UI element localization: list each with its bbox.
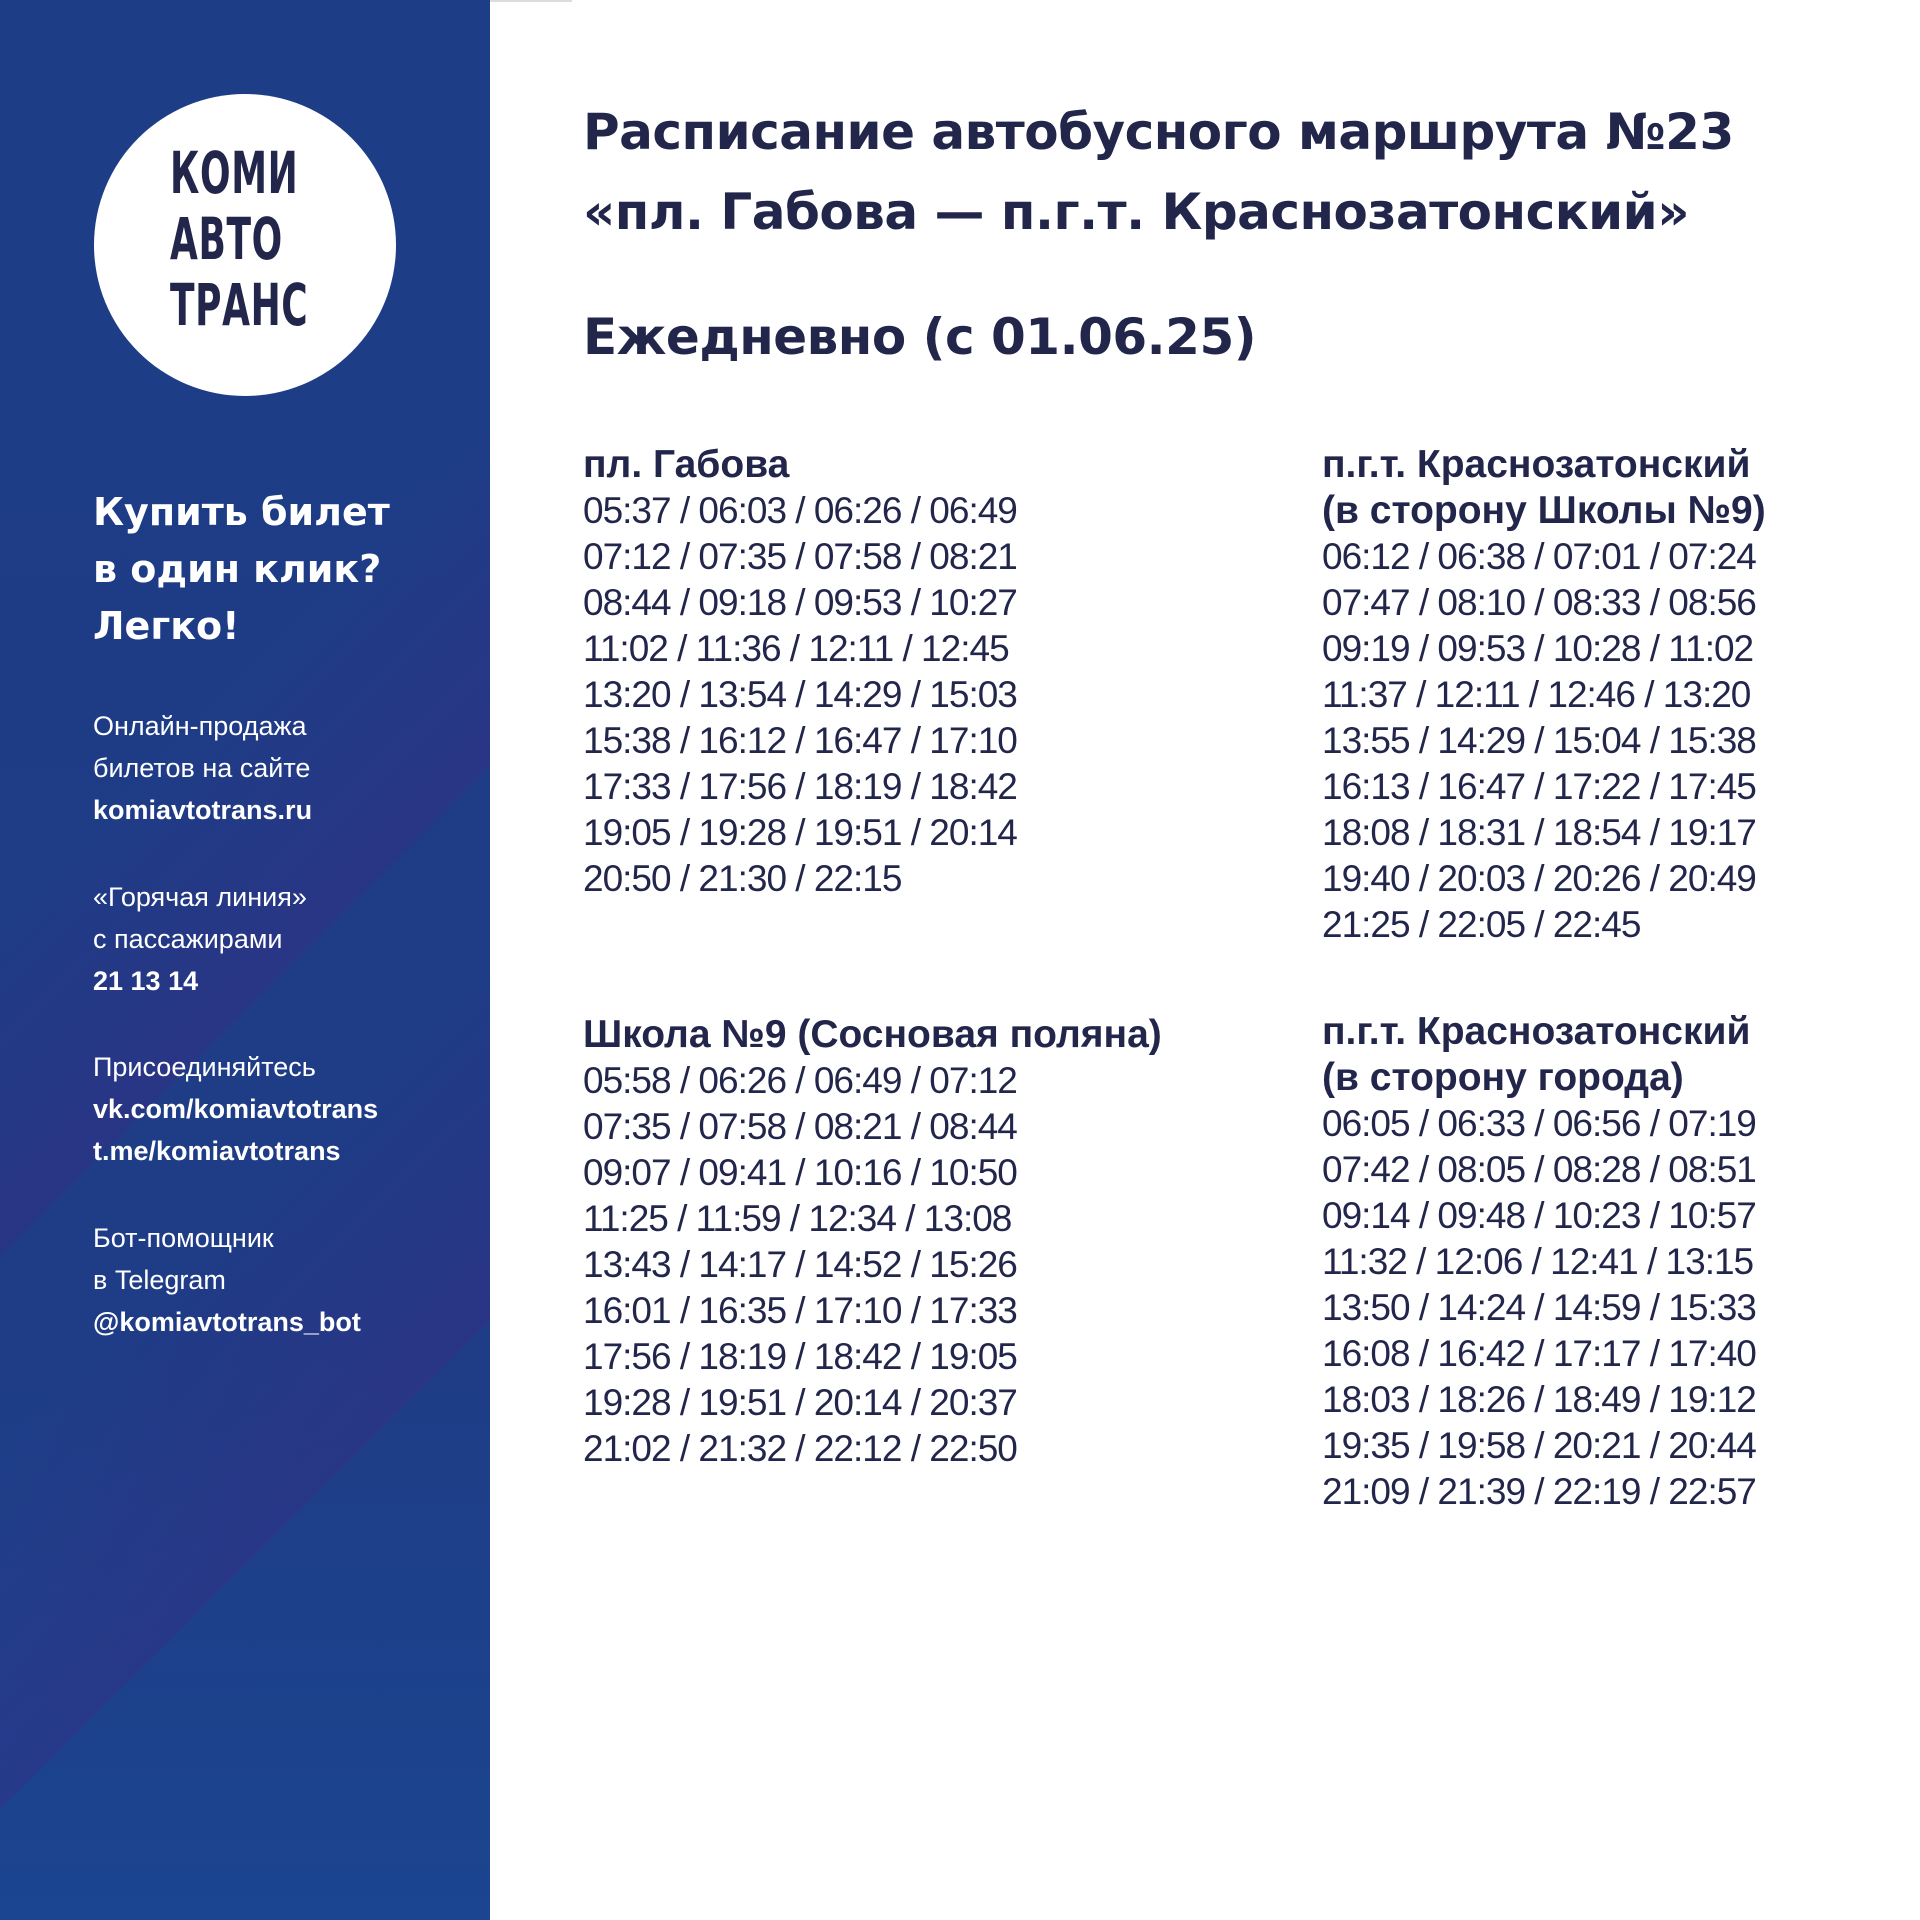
online-line1: Онлайн-продажа [93, 711, 307, 741]
departure-times-row: 13:50 / 14:24 / 14:59 / 15:33 [1322, 1287, 1757, 1328]
social-line1: Присоединяйтесь [93, 1052, 316, 1082]
departure-times-row: 18:08 / 18:31 / 18:54 / 19:17 [1322, 812, 1757, 853]
schedule-gabova: пл. Габова 05:37 / 06:03 / 06:26 / 06:49… [583, 442, 1018, 902]
departure-times-row: 21:02 / 21:32 / 22:12 / 22:50 [583, 1428, 1018, 1469]
departure-times-row: 07:47 / 08:10 / 08:33 / 08:56 [1322, 582, 1757, 623]
schedule-validity: Ежедневно (с 01.06.25) [583, 308, 1257, 366]
departure-times-row: 13:55 / 14:29 / 15:04 / 15:38 [1322, 720, 1757, 761]
departure-times-row: 11:02 / 11:36 / 12:11 / 12:45 [583, 628, 1010, 669]
bot-line2: в Telegram [93, 1265, 226, 1295]
departure-times-row: 19:28 / 19:51 / 20:14 / 20:37 [583, 1382, 1018, 1423]
bot-handle-link[interactable]: @komiavtotrans_bot [93, 1307, 361, 1337]
hotline-line1: «Горячая линия» [93, 882, 307, 912]
departure-times-row: 11:37 / 12:11 / 12:46 / 13:20 [1322, 674, 1751, 715]
logo-line: ТРАНС [170, 271, 309, 339]
online-line2: билетов на сайте [93, 753, 311, 783]
hotline-line2: с пассажирами [93, 924, 283, 954]
bot-info: Бот-помощник в Telegram @komiavtotrans_b… [93, 1217, 361, 1343]
departure-times-row: 17:33 / 17:56 / 18:19 / 18:42 [583, 766, 1018, 807]
departure-times-row: 18:03 / 18:26 / 18:49 / 19:12 [1322, 1379, 1757, 1420]
hotline-phone[interactable]: 21 13 14 [93, 966, 199, 996]
stop-heading: п.г.т. Краснозатонский [1322, 443, 1751, 486]
promo-heading: Купить билет в один клик? Легко! [93, 490, 390, 648]
vk-link[interactable]: vk.com/komiavtotrans [93, 1094, 379, 1124]
departure-times-row: 17:56 / 18:19 / 18:42 / 19:05 [583, 1336, 1018, 1377]
telegram-link[interactable]: t.me/komiavtotrans [93, 1136, 341, 1166]
departure-times-row: 05:37 / 06:03 / 06:26 / 06:49 [583, 490, 1018, 531]
departure-times-row: 11:32 / 12:06 / 12:41 / 13:15 [1322, 1241, 1754, 1282]
departure-times-row: 09:19 / 09:53 / 10:28 / 11:02 [1322, 628, 1754, 669]
hotline-info: «Горячая линия» с пассажирами 21 13 14 [93, 876, 307, 1002]
departure-times-row: 11:25 / 11:59 / 12:34 / 13:08 [583, 1198, 1012, 1239]
departure-times-row: 06:12 / 06:38 / 07:01 / 07:24 [1322, 536, 1757, 577]
schedule-krasnozatonsky-to-city: п.г.т. Краснозатонский (в сторону города… [1322, 1009, 1757, 1515]
title-line-1: Расписание автобусного маршрута №23 [583, 103, 1734, 161]
page-title: Расписание автобусного маршрута №23 «пл.… [583, 92, 1734, 252]
social-info: Присоединяйтесь vk.com/komiavtotrans t.m… [93, 1046, 378, 1172]
online-sales-info: Онлайн-продажа билетов на сайте komiavto… [93, 705, 312, 831]
departure-times-row: 15:38 / 16:12 / 16:47 / 17:10 [583, 720, 1018, 761]
schedule-school-9: Школа №9 (Сосновая поляна) 05:58 / 06:26… [583, 1012, 1162, 1472]
departure-times-row: 16:01 / 16:35 / 17:10 / 17:33 [583, 1290, 1018, 1331]
sidebar: КОМИ АВТО ТРАНС Купить билет в один клик… [0, 0, 490, 1920]
departure-times-row: 07:35 / 07:58 / 08:21 / 08:44 [583, 1106, 1018, 1147]
title-line-2: «пл. Габова — п.г.т. Краснозатонский» [583, 183, 1690, 241]
departure-times-row: 21:09 / 21:39 / 22:19 / 22:57 [1322, 1471, 1757, 1512]
logo-line: КОМИ [170, 139, 299, 207]
stop-heading: п.г.т. Краснозатонский [1322, 1010, 1751, 1053]
stop-heading: пл. Габова [583, 443, 790, 486]
departure-times-row: 05:58 / 06:26 / 06:49 / 07:12 [583, 1060, 1018, 1101]
departure-times-row: 06:05 / 06:33 / 06:56 / 07:19 [1322, 1103, 1757, 1144]
departure-times-row: 21:25 / 22:05 / 22:45 [1322, 904, 1641, 945]
logo-text: КОМИ АВТО ТРАНС [170, 140, 308, 338]
stop-heading: Школа №9 (Сосновая поляна) [583, 1013, 1162, 1056]
departure-times-row: 19:05 / 19:28 / 19:51 / 20:14 [583, 812, 1018, 853]
departure-times-row: 08:44 / 09:18 / 09:53 / 10:27 [583, 582, 1018, 623]
stop-heading-direction: (в сторону Школы №9) [1322, 489, 1766, 532]
departure-times-row: 07:12 / 07:35 / 07:58 / 08:21 [583, 536, 1018, 577]
departure-times-row: 13:43 / 14:17 / 14:52 / 15:26 [583, 1244, 1018, 1285]
schedule-krasnozatonsky-to-school: п.г.т. Краснозатонский (в сторону Школы … [1322, 442, 1766, 948]
website-link[interactable]: komiavtotrans.ru [93, 795, 313, 825]
stop-heading-direction: (в сторону города) [1322, 1056, 1684, 1099]
top-divider [490, 0, 572, 2]
departure-times-row: 13:20 / 13:54 / 14:29 / 15:03 [583, 674, 1018, 715]
departure-times-row: 16:08 / 16:42 / 17:17 / 17:40 [1322, 1333, 1757, 1374]
departure-times-row: 09:07 / 09:41 / 10:16 / 10:50 [583, 1152, 1018, 1193]
bot-line1: Бот-помощник [93, 1223, 274, 1253]
departure-times-row: 19:40 / 20:03 / 20:26 / 20:49 [1322, 858, 1757, 899]
logo-line: АВТО [170, 205, 283, 273]
departure-times-row: 20:50 / 21:30 / 22:15 [583, 858, 902, 899]
departure-times-row: 16:13 / 16:47 / 17:22 / 17:45 [1322, 766, 1757, 807]
company-logo [94, 94, 396, 396]
departure-times-row: 19:35 / 19:58 / 20:21 / 20:44 [1322, 1425, 1757, 1466]
departure-times-row: 07:42 / 08:05 / 08:28 / 08:51 [1322, 1149, 1757, 1190]
departure-times-row: 09:14 / 09:48 / 10:23 / 10:57 [1322, 1195, 1757, 1236]
